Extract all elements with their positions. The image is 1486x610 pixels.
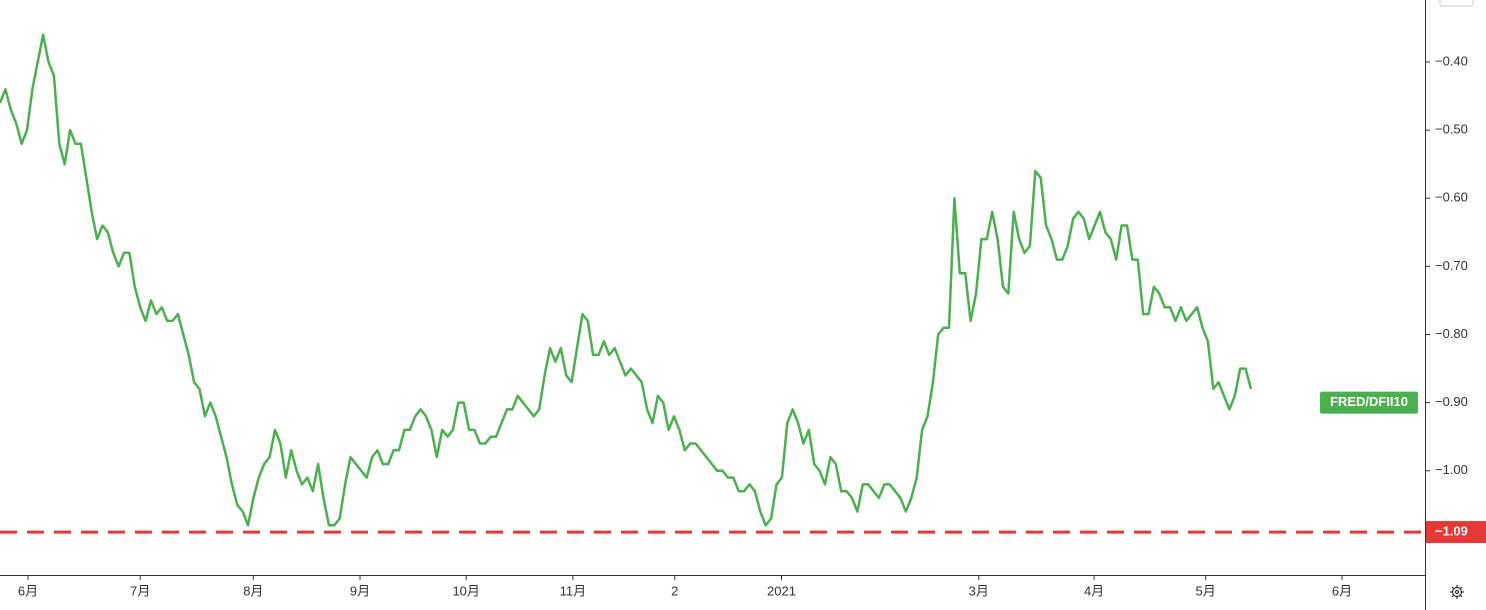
- x-tick-label: 2021: [767, 583, 796, 598]
- y-tick-label: −0.40: [1435, 53, 1468, 68]
- y-tick-label: −0.90: [1435, 394, 1468, 409]
- price-label-box: [1426, 521, 1486, 544]
- y-tick-label: −0.70: [1435, 258, 1468, 273]
- x-tick-label: 5月: [1196, 583, 1216, 598]
- y-tick-label: −0.50: [1435, 122, 1468, 137]
- y-tick-label: −0.60: [1435, 190, 1468, 205]
- series-label-text: FRED/DFII10: [1330, 394, 1408, 409]
- x-tick-label: 6月: [1332, 583, 1352, 598]
- x-tick-label: 11月: [560, 583, 587, 598]
- y-tick-label: −0.80: [1435, 326, 1468, 341]
- x-tick-label: 3月: [969, 583, 989, 598]
- series-label: FRED/DFII10: [1320, 391, 1418, 414]
- x-tick-label: 10月: [452, 583, 479, 598]
- series-label-box: [1320, 391, 1418, 414]
- settings-icon[interactable]: [1450, 585, 1464, 599]
- price-label: −1.09: [1435, 524, 1468, 539]
- scale-button[interactable]: [1439, 0, 1474, 7]
- x-tick-label: 4月: [1084, 583, 1104, 598]
- x-tick-label: 6月: [18, 583, 38, 598]
- x-tick-label: 7月: [130, 583, 150, 598]
- series-line: [0, 33, 1253, 527]
- x-tick-label: 8月: [243, 583, 263, 598]
- y-tick-label: −1.00: [1435, 462, 1468, 477]
- x-tick-label: 2: [671, 583, 678, 598]
- x-tick-label: 9月: [350, 583, 370, 598]
